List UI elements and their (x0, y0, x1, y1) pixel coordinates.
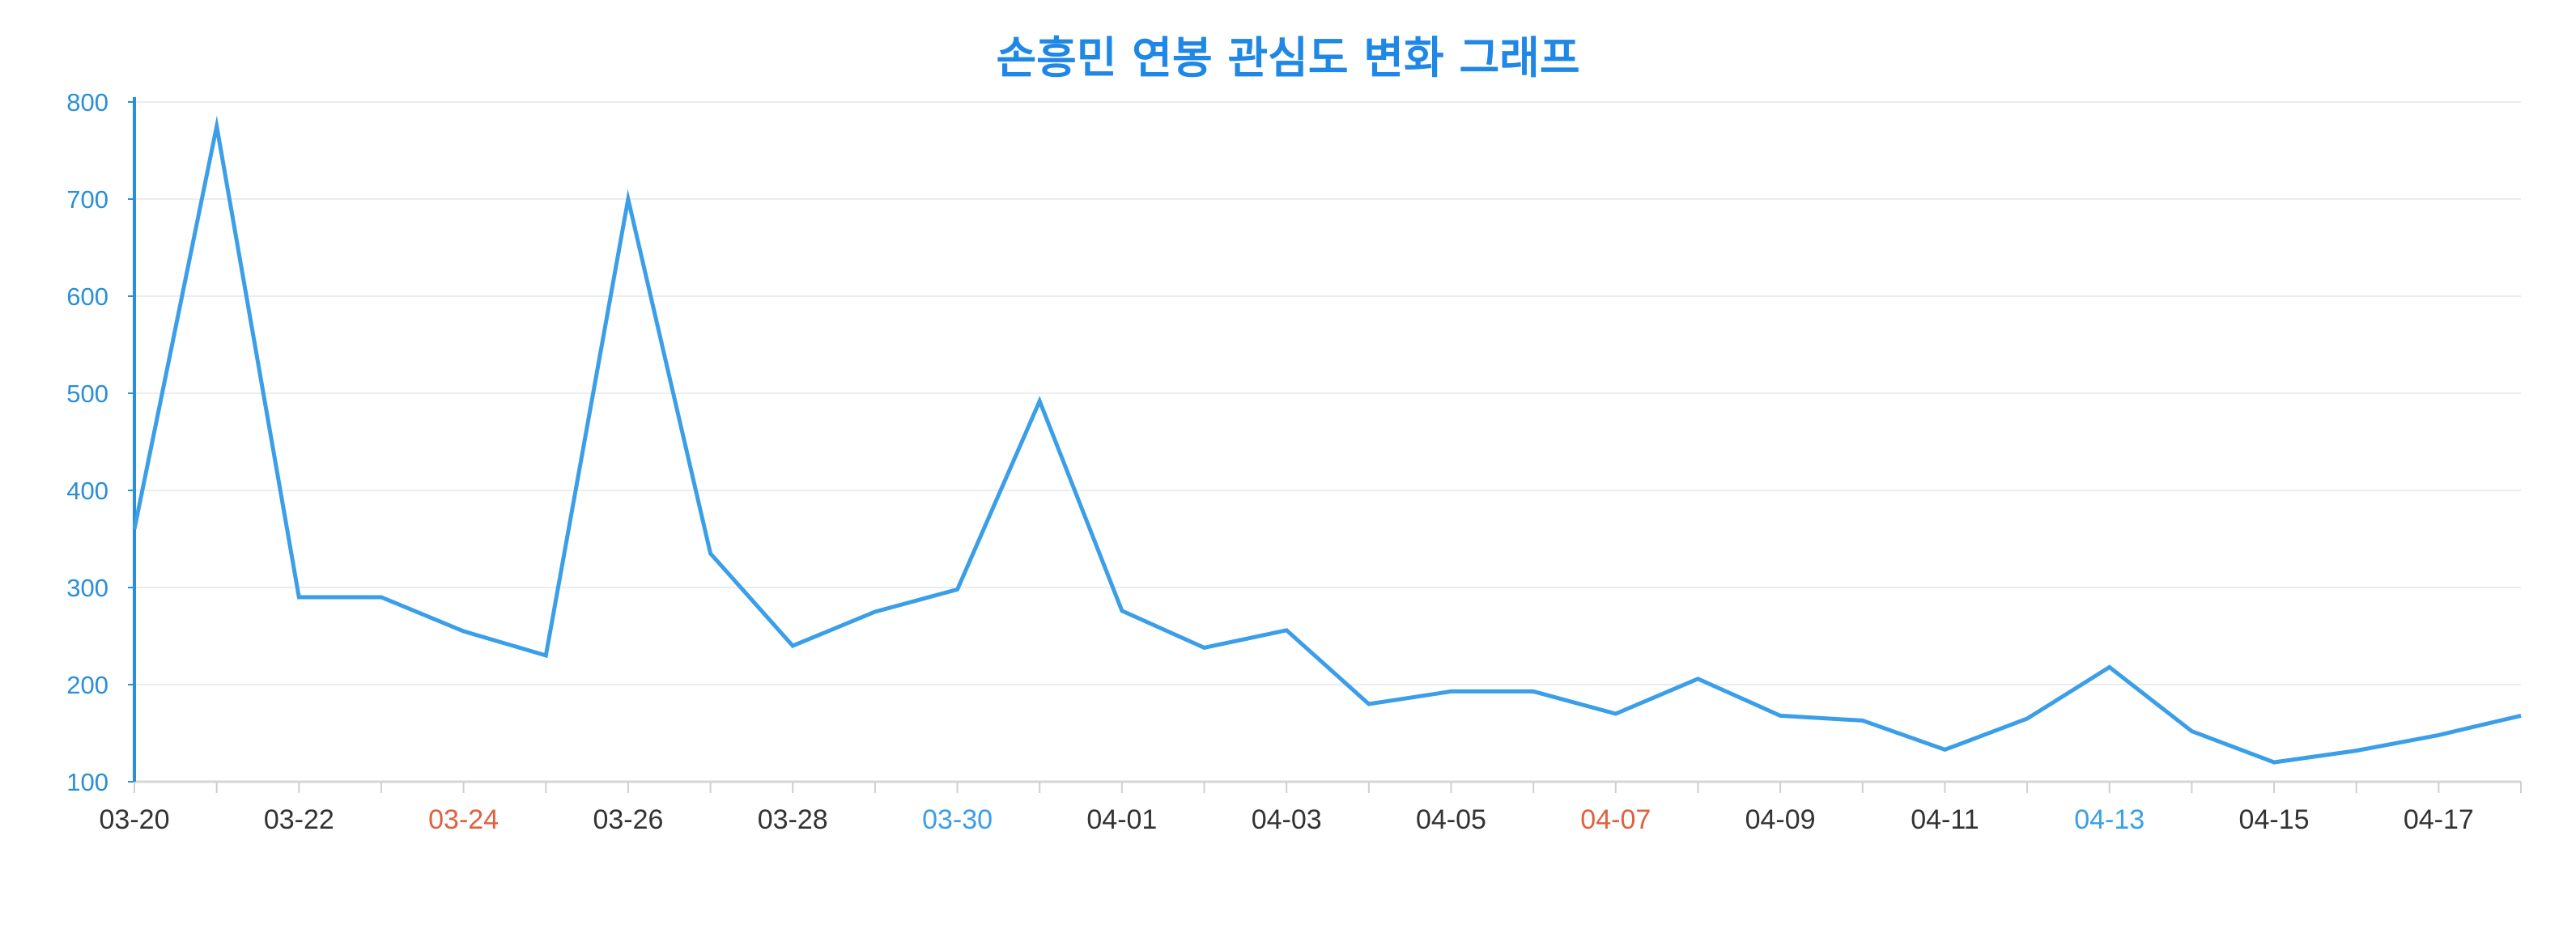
data-point (626, 197, 631, 202)
x-tick-label: 03-26 (593, 804, 663, 835)
data-point (2354, 749, 2359, 753)
data-point (1613, 711, 1618, 716)
y-tick-label: 500 (66, 380, 108, 408)
data-point (2107, 664, 2112, 669)
x-tick-label: 04-03 (1252, 804, 1322, 835)
x-tick-label: 03-22 (264, 804, 334, 835)
grid-lines (134, 101, 2521, 685)
data-point (1120, 609, 1124, 613)
axes (133, 97, 2521, 783)
x-tick-label: 04-15 (2239, 804, 2310, 835)
data-point (2519, 713, 2523, 718)
data-point (873, 609, 878, 614)
data-point (2272, 760, 2276, 765)
data-point (1448, 689, 1453, 694)
data-point (2436, 732, 2441, 737)
data-point (955, 587, 960, 592)
x-tick-label: 04-07 (1580, 804, 1651, 835)
data-point (1037, 399, 1042, 404)
y-axis-ticks: 100 200 300 400 500 600 700 800 (66, 88, 134, 796)
x-tick-label: 03-28 (758, 804, 828, 835)
data-point (461, 629, 466, 634)
x-tick-label: 04-11 (1911, 804, 1979, 835)
data-point (790, 643, 795, 648)
x-tick-label: 04-09 (1745, 804, 1816, 835)
x-tick-label: 04-05 (1416, 804, 1486, 835)
data-point (215, 124, 219, 129)
series-line (132, 115, 2522, 765)
y-tick-label: 100 (66, 768, 108, 796)
x-tick-label: 04-17 (2404, 804, 2474, 835)
data-point (2189, 729, 2194, 734)
data-point (1942, 747, 1947, 752)
data-point (1284, 628, 1289, 633)
x-tick-label: 04-01 (1086, 804, 1157, 835)
x-tick-label: 03-30 (922, 804, 993, 835)
y-tick-label: 200 (66, 671, 108, 699)
x-axis-ticks: 03-20 03-22 03-24 03-26 03-28 03-30 04-01 04-03… (100, 782, 2522, 835)
x-tick-label: 03-20 (100, 804, 170, 835)
data-point (379, 595, 384, 600)
data-point (1778, 713, 1783, 718)
data-point (1202, 645, 1207, 650)
data-point (708, 551, 713, 556)
data-point (296, 595, 301, 600)
data-point (1860, 718, 1865, 723)
data-point (1367, 702, 1371, 706)
y-tick-label: 400 (66, 477, 108, 505)
y-tick-label: 300 (66, 574, 108, 602)
data-point (543, 653, 548, 658)
series (132, 115, 2523, 765)
chart-title: 손흥민 연봉 관심도 변화 그래프 (996, 32, 1579, 83)
x-tick-label: 03-24 (428, 804, 499, 835)
y-tick-label: 600 (66, 282, 108, 311)
x-tick-label: 04-13 (2074, 804, 2145, 835)
y-tick-label: 800 (66, 88, 108, 117)
data-point (132, 527, 137, 532)
data-point (1531, 689, 1536, 694)
data-point (2025, 716, 2030, 721)
data-point (1695, 677, 1700, 681)
y-tick-label: 700 (66, 185, 108, 214)
